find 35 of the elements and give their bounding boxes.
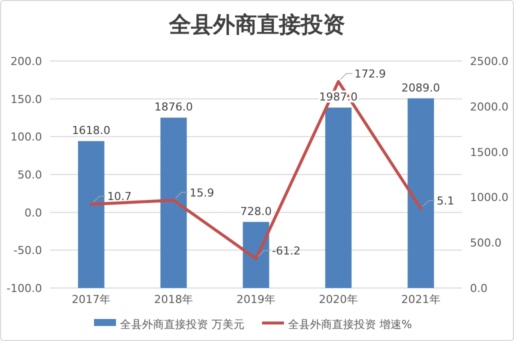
data-label: 1618.0 [72,124,110,138]
data-label: 728.0 [240,204,272,218]
legend-label: 全县外商直接投资 万美元 [120,318,244,331]
x-tick-label: 2018年 [154,293,194,306]
data-label: 10.7 [107,190,132,204]
x-tick-label: 2020年 [318,293,358,306]
y-tick-label: 200.0 [10,55,42,68]
data-label: 15.9 [190,186,214,200]
y2-tick-label: 2000.0 [470,100,508,114]
x-tick-label: 2021年 [401,293,440,306]
y-tick-label: -50.0 [14,244,42,258]
y-tick-label: 50.0 [18,168,42,182]
y2-tick-label: 500.0 [470,236,502,250]
data-label: 1876.0 [154,100,193,114]
data-label: -61.2 [272,244,300,258]
y-tick-label: 0.0 [24,206,42,220]
y-tick-label: 150.0 [10,92,42,106]
y2-tick-label: 2500.0 [470,55,508,68]
y-tick-label: 100.0 [10,130,42,144]
data-label: 2089.0 [402,81,440,94]
bar [242,222,270,288]
bar [408,98,434,288]
y2-tick-label: 0.0 [470,282,488,295]
bar [78,141,104,288]
y2-tick-label: 1500.0 [470,146,508,159]
x-tick-label: 2019年 [236,293,276,306]
y2-tick-label: 1000.0 [470,191,508,204]
y-tick-label: -100.0 [6,282,42,295]
chart-title: 全县外商直接投资 [168,12,345,38]
data-label: 5.1 [436,194,454,208]
bar [325,108,352,288]
legend-label: 全县外商直接投资 增速% [288,318,412,331]
bar [160,118,187,288]
data-label: 172.9 [354,68,386,81]
x-tick-label: 2017年 [72,293,111,306]
